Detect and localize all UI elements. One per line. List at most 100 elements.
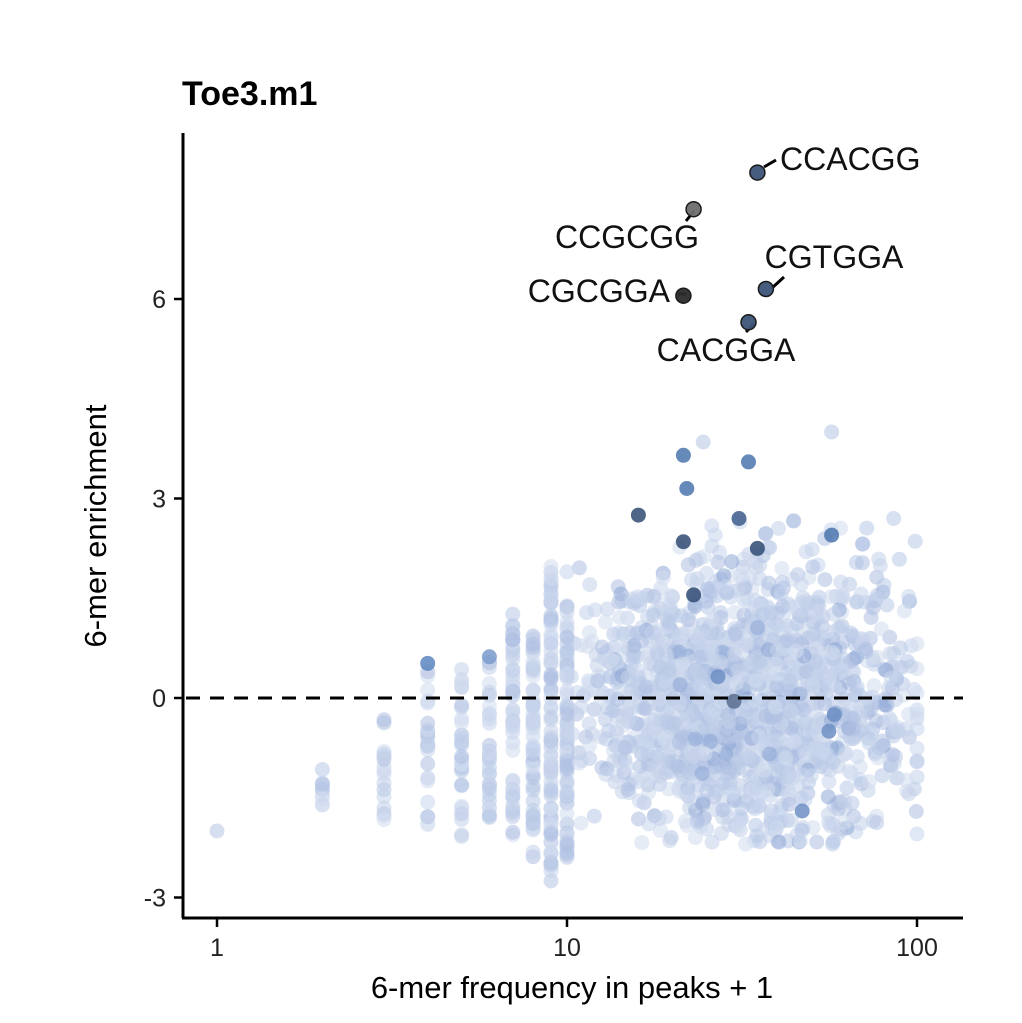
data-point <box>454 734 470 750</box>
data-point <box>750 620 766 636</box>
data-point <box>454 778 470 794</box>
data-point <box>505 742 521 758</box>
data-point <box>661 781 677 797</box>
data-point <box>646 588 662 604</box>
data-point <box>731 582 747 598</box>
data-point <box>574 753 590 769</box>
data-point <box>598 614 613 630</box>
data-point <box>609 724 624 740</box>
data-point <box>863 610 879 625</box>
data-point <box>314 776 330 792</box>
data-point <box>630 589 646 605</box>
data-point <box>674 608 689 624</box>
data-point <box>738 836 754 852</box>
data-point <box>655 633 671 649</box>
data-point <box>620 782 636 798</box>
data-point <box>695 796 711 812</box>
data-point <box>662 598 678 614</box>
data-point <box>420 794 436 810</box>
data-point <box>579 605 595 621</box>
data-point <box>376 782 392 798</box>
data-point <box>559 604 575 620</box>
data-point <box>454 798 470 814</box>
data-point <box>454 827 470 843</box>
data-point <box>543 571 559 587</box>
data-point <box>702 707 718 723</box>
data-point <box>612 610 628 625</box>
data-point <box>796 702 812 718</box>
data-point <box>839 780 855 796</box>
data-point <box>733 568 749 584</box>
data-point <box>632 759 648 775</box>
data-point <box>784 812 799 828</box>
data-point <box>718 579 733 594</box>
data-point <box>774 560 790 576</box>
data-point <box>739 793 755 809</box>
data-point <box>649 645 665 661</box>
data-point <box>835 589 850 605</box>
data-point <box>559 836 575 852</box>
point-label: CCACGG <box>780 141 920 177</box>
data-point <box>420 693 436 709</box>
data-point <box>420 682 436 698</box>
data-point <box>899 653 915 669</box>
point-label: CGTGGA <box>765 239 904 275</box>
data-point <box>420 756 436 772</box>
data-point <box>671 734 687 750</box>
data-point <box>543 559 559 574</box>
data-point <box>773 585 789 601</box>
data-point <box>505 683 521 699</box>
data-point <box>846 711 862 726</box>
highlight-point <box>741 454 756 470</box>
data-point <box>661 662 677 678</box>
data-point <box>751 729 766 745</box>
data-point <box>726 647 742 663</box>
data-point <box>809 641 825 657</box>
highlight-point <box>630 507 646 523</box>
data-point <box>505 606 521 622</box>
data-point <box>632 793 647 809</box>
data-point <box>525 759 541 775</box>
x-tick-label: 10 <box>553 934 581 962</box>
data-point <box>789 616 805 632</box>
data-point <box>619 758 635 774</box>
highlight-point <box>481 649 497 665</box>
data-point <box>883 670 899 686</box>
data-point <box>819 623 835 639</box>
data-point <box>543 732 559 748</box>
label-leader-line <box>763 158 777 169</box>
data-point <box>771 520 786 536</box>
data-point <box>604 653 620 668</box>
data-point <box>633 625 649 641</box>
data-point <box>651 811 667 827</box>
data-point <box>543 801 559 816</box>
data-point <box>704 834 720 850</box>
data-point <box>559 758 575 774</box>
data-point <box>710 625 726 641</box>
data-point <box>680 557 696 573</box>
data-point <box>808 653 824 669</box>
outlier-point <box>543 873 559 889</box>
data-point <box>481 781 497 797</box>
data-point <box>823 818 839 834</box>
data-point <box>505 618 521 634</box>
data-point <box>763 605 779 620</box>
data-point <box>860 730 876 746</box>
data-point <box>748 673 764 689</box>
data-point <box>781 768 797 784</box>
data-point <box>786 513 802 529</box>
data-point <box>704 611 720 627</box>
data-point <box>613 638 629 653</box>
data-point <box>505 715 521 731</box>
data-point <box>505 824 521 840</box>
data-point <box>573 637 589 653</box>
data-point <box>775 598 791 614</box>
data-point <box>909 740 925 756</box>
data-point <box>543 826 559 842</box>
data-point <box>672 677 688 693</box>
data-point <box>909 721 925 737</box>
y-axis-label: 6-mer enrichment <box>78 404 113 647</box>
label-leader-line <box>770 275 786 290</box>
data-point <box>909 826 925 842</box>
